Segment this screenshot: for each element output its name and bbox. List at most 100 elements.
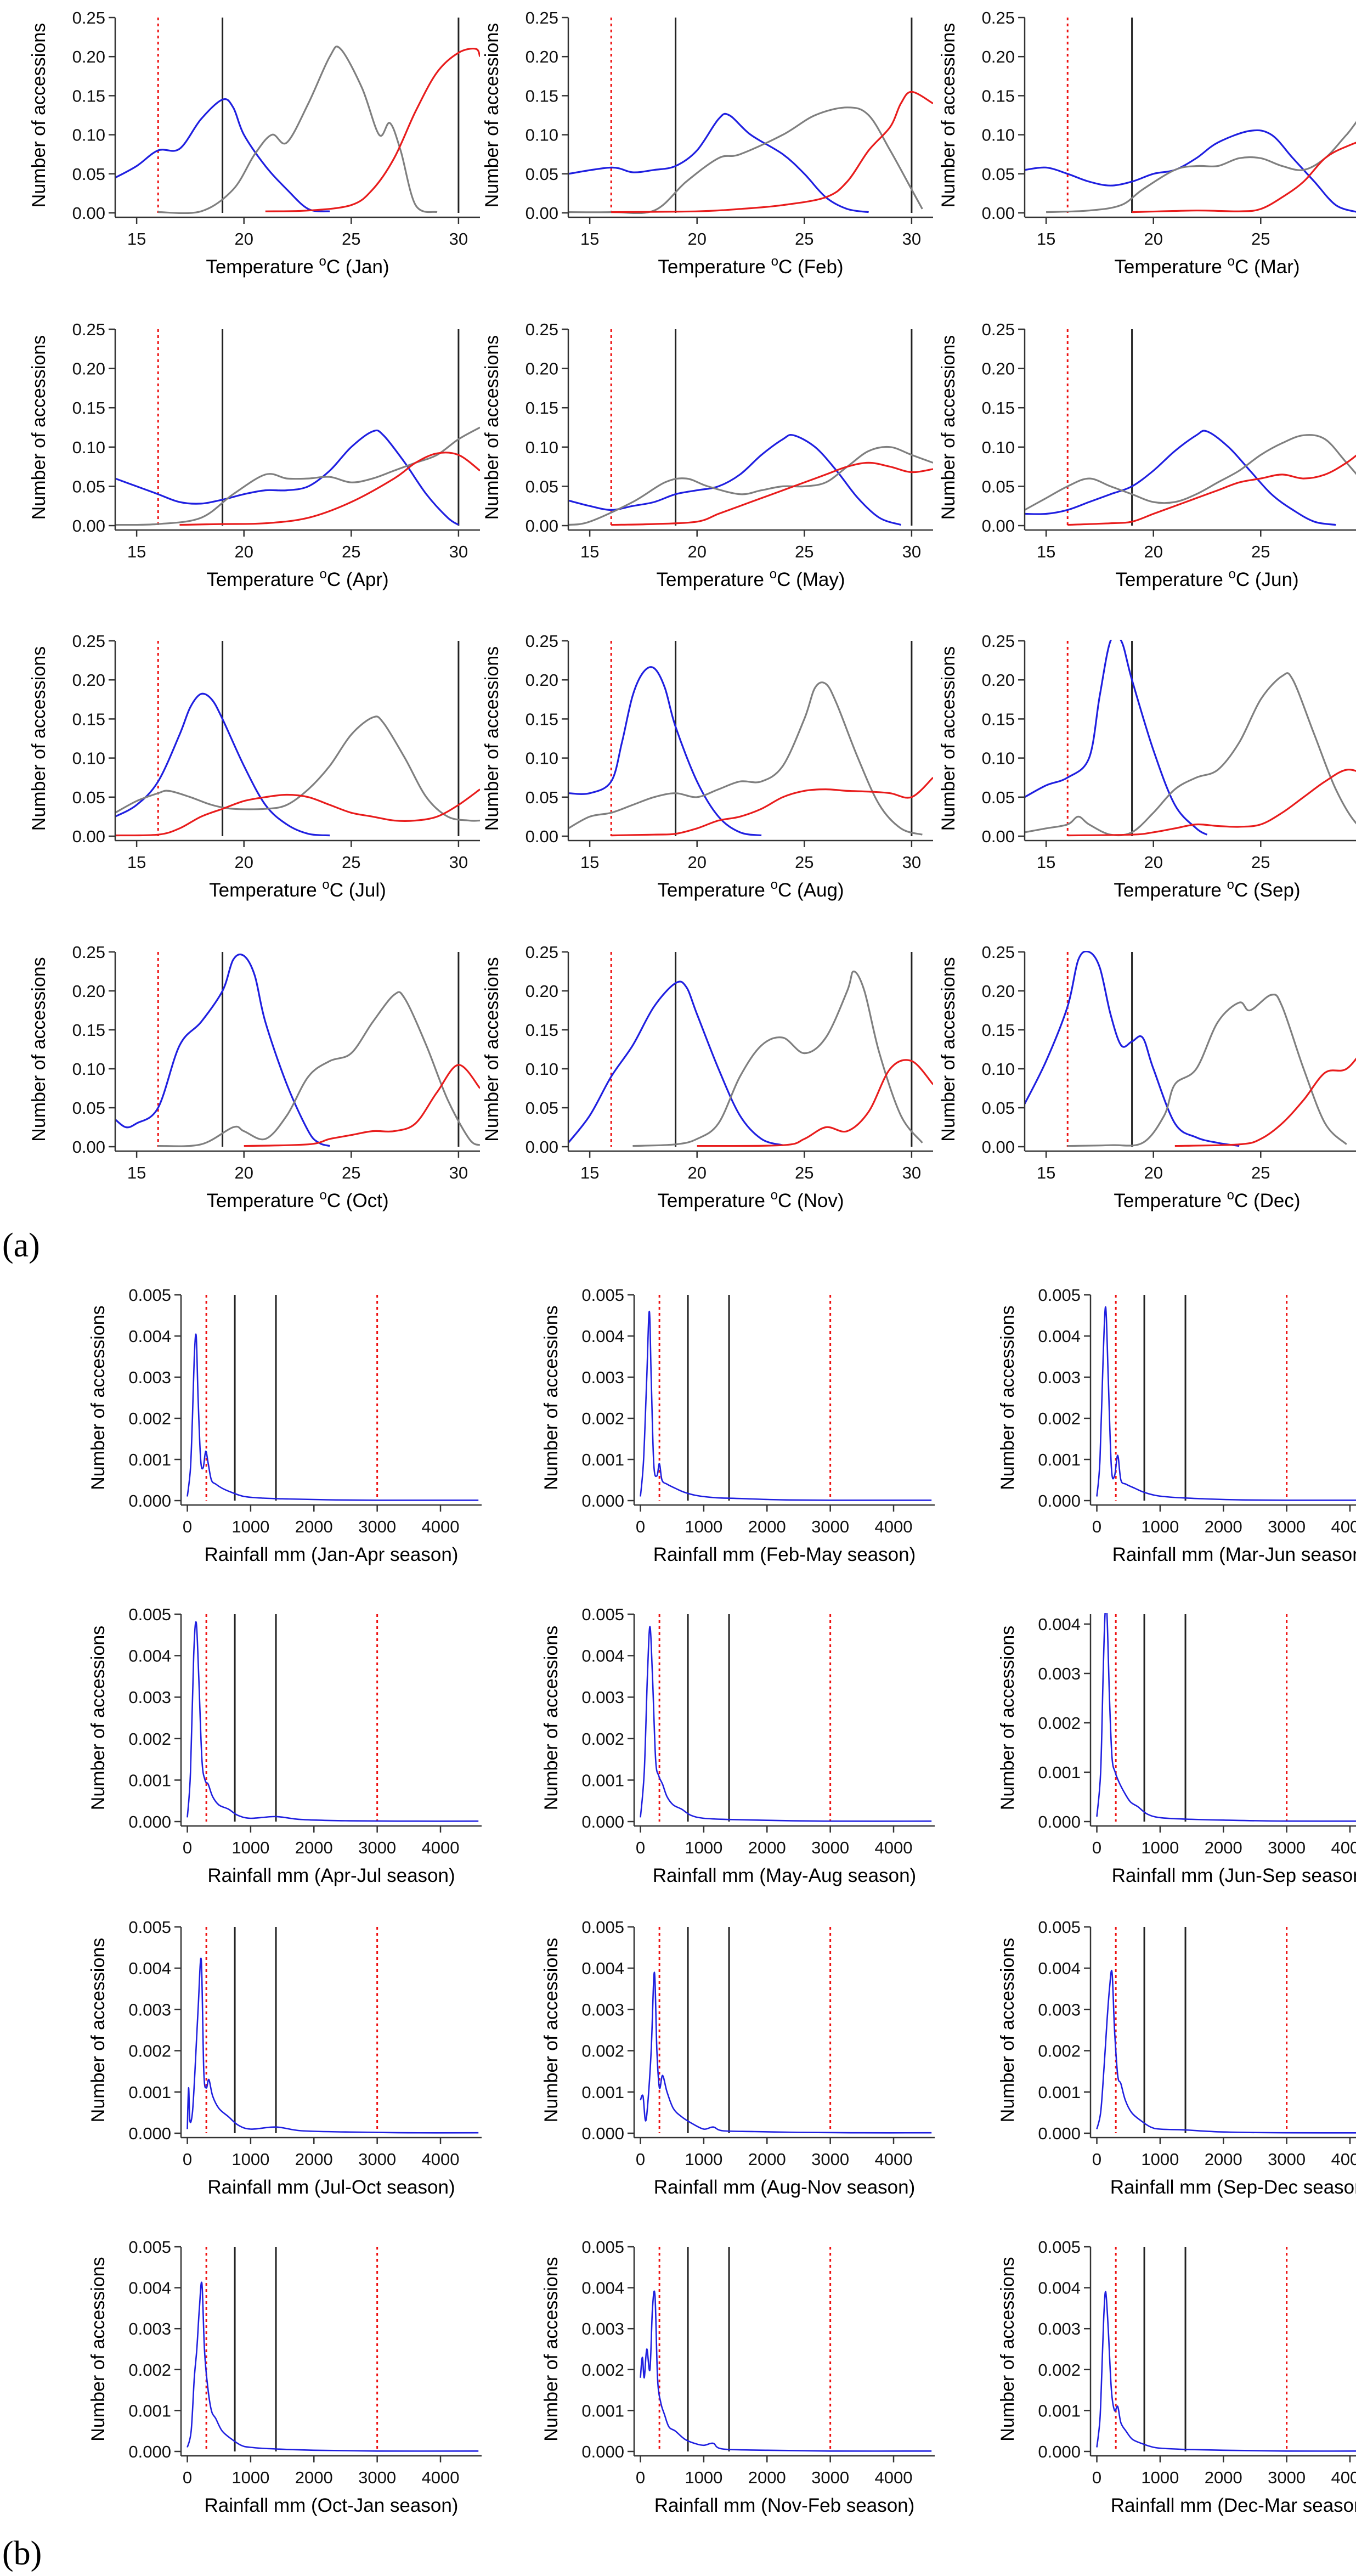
y-tick-label: 0.005: [128, 2237, 171, 2257]
y-tick-label: 0.20: [72, 982, 105, 1001]
chart-rainfall-4: 0.000 0.001 0.002 0.003 0.004 0.005 0 1000 2000 3…: [88, 1605, 482, 1886]
y-tick-label: 0.003: [581, 2319, 624, 2338]
y-tick-label: 0.20: [982, 47, 1015, 66]
x-tick-label: 20: [1144, 229, 1162, 249]
y-tick-label: 0.003: [128, 1368, 171, 1387]
x-tick-label: 15: [127, 542, 146, 561]
y-tick-label: 0.00: [72, 827, 105, 846]
y-tick-label: 0.25: [982, 632, 1015, 651]
chart-temperature-7: 0.00 0.05 0.10 0.15 0.20 0.25 15 20 25 30 Number o…: [29, 632, 480, 901]
y-tick-label: 0.25: [526, 320, 558, 339]
y-axis-title: Number of accessions: [29, 335, 49, 520]
x-tick-label: 30: [902, 1163, 921, 1182]
y-tick-label: 0.001: [128, 1450, 171, 1469]
y-tick-label: 0.00: [72, 516, 105, 536]
series-line-blue: [187, 1333, 479, 1501]
x-tick-label: 15: [580, 1163, 599, 1182]
x-tick-label: 2000: [748, 1838, 786, 1857]
y-tick-label: 0.003: [1038, 1664, 1081, 1683]
x-axis-title: Temperature oC (May): [656, 567, 845, 590]
chart-temperature-2: 0.00 0.05 0.10 0.15 0.20 0.25 15 20 25 30 Number o…: [482, 8, 933, 278]
x-axis-title: Rainfall mm (Mar-Jun season): [1112, 1544, 1356, 1565]
x-tick-label: 2000: [295, 2150, 333, 2169]
x-tick-label: 15: [127, 229, 146, 249]
chart-rainfall-5: 0.000 0.001 0.002 0.003 0.004 0.005 0 1000 2000 3…: [541, 1605, 935, 1886]
y-axis-title: Number of accessions: [88, 1626, 109, 1810]
series-line-grey: [632, 970, 923, 1147]
x-tick-label: 20: [687, 542, 706, 561]
y-tick-label: 0.001: [581, 1450, 624, 1469]
y-tick-label: 0.00: [72, 1137, 105, 1157]
y-tick-label: 0.00: [982, 827, 1015, 846]
series-line-red: [1067, 769, 1356, 837]
y-tick-label: 0.05: [526, 788, 558, 807]
y-tick-label: 0.25: [982, 320, 1015, 339]
y-tick-label: 0.15: [526, 709, 558, 729]
x-tick-label: 1000: [1141, 1517, 1179, 1536]
x-tick-label: 4000: [875, 2150, 913, 2169]
y-tick-label: 0.004: [128, 1647, 171, 1666]
y-tick-label: 0.000: [1038, 2124, 1081, 2143]
x-tick-label: 1000: [1141, 1838, 1179, 1857]
x-tick-label: 0: [636, 1838, 645, 1857]
series-line-grey: [158, 991, 480, 1147]
y-tick-label: 0.004: [581, 2279, 624, 2298]
series-line-blue: [115, 429, 459, 526]
x-tick-label: 20: [687, 229, 706, 249]
x-tick-label: 1000: [231, 1838, 269, 1857]
chart-rainfall-11: 0.000 0.001 0.002 0.003 0.004 0.005 0 1000 2000 3…: [541, 2237, 935, 2516]
y-tick-label: 0.001: [581, 1771, 624, 1790]
x-axis-title: Temperature oC (Jan): [206, 254, 389, 278]
series-line-blue: [1096, 2291, 1356, 2452]
y-tick-label: 0.003: [1038, 2319, 1081, 2338]
y-axis-title: Number of accessions: [88, 1305, 109, 1490]
x-tick-label: 1000: [685, 2468, 722, 2487]
series-line-grey: [568, 446, 933, 526]
y-axis-title: Number of accessions: [482, 957, 502, 1141]
x-tick-label: 25: [342, 542, 360, 561]
y-tick-label: 0.005: [128, 1286, 171, 1305]
y-tick-label: 0.00: [526, 827, 558, 846]
y-axis-title: Number of accessions: [938, 957, 959, 1141]
x-tick-label: 20: [234, 229, 253, 249]
x-tick-label: 20: [234, 1163, 253, 1182]
x-tick-label: 2000: [748, 1517, 786, 1536]
x-tick-label: 3000: [811, 1838, 849, 1857]
series-line-grey: [568, 106, 923, 214]
series-line-red: [611, 461, 933, 526]
x-tick-label: 20: [1144, 542, 1162, 561]
x-tick-label: 25: [795, 229, 813, 249]
series-line-blue: [1025, 129, 1356, 213]
x-tick-label: 0: [636, 2468, 645, 2487]
y-tick-label: 0.25: [526, 632, 558, 651]
x-tick-label: 0: [183, 1838, 192, 1857]
y-tick-label: 0.002: [128, 1729, 171, 1749]
y-tick-label: 0.000: [581, 2442, 624, 2461]
x-axis-title: Temperature oC (Jun): [1115, 567, 1298, 590]
series-line-red: [115, 788, 480, 837]
x-tick-label: 2000: [295, 1838, 333, 1857]
x-axis-title: Temperature oC (Sep): [1114, 877, 1300, 901]
y-tick-label: 0.003: [1038, 2000, 1081, 2019]
y-tick-label: 0.05: [72, 1098, 105, 1118]
x-tick-label: 0: [183, 2150, 192, 2169]
y-tick-label: 0.000: [1038, 1812, 1081, 1831]
y-tick-label: 0.003: [128, 2000, 171, 2019]
y-tick-label: 0.05: [982, 477, 1015, 496]
y-tick-label: 0.10: [982, 749, 1015, 768]
y-axis-title: Number of accessions: [997, 1626, 1018, 1810]
x-tick-label: 25: [1251, 542, 1270, 561]
y-tick-label: 0.15: [982, 1021, 1015, 1040]
y-tick-label: 0.15: [982, 709, 1015, 729]
y-tick-label: 0.20: [72, 670, 105, 690]
x-tick-label: 20: [1144, 1163, 1162, 1182]
x-tick-label: 2000: [1205, 2150, 1242, 2169]
x-tick-label: 30: [902, 853, 921, 872]
y-tick-label: 0.002: [1038, 2042, 1081, 2061]
y-tick-label: 0.002: [1038, 1713, 1081, 1733]
chart-temperature-11: 0.00 0.05 0.10 0.15 0.20 0.25 15 20 25 30 Number o…: [482, 943, 933, 1211]
y-axis-title: Number of accessions: [482, 335, 502, 520]
y-tick-label: 0.00: [982, 204, 1015, 223]
y-tick-label: 0.000: [128, 2442, 171, 2461]
